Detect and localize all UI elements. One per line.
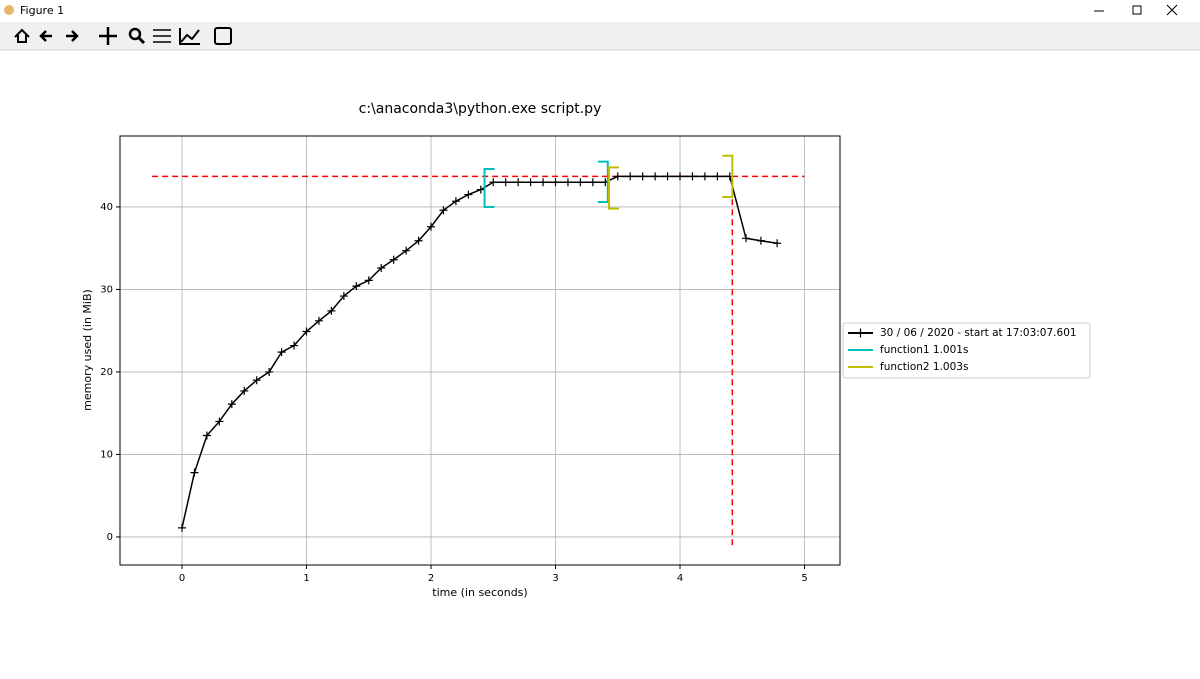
point-marker — [265, 367, 274, 376]
point-marker — [588, 178, 597, 187]
back-button[interactable] — [39, 30, 52, 42]
plot: c:\anaconda3\python.exe script.py time (… — [81, 101, 601, 599]
function-end-bracket — [597, 160, 609, 203]
point-marker — [514, 178, 523, 187]
point-marker — [252, 376, 261, 385]
zoom-button[interactable] — [128, 27, 142, 41]
point-marker — [576, 178, 585, 187]
point-marker — [427, 222, 436, 231]
point-marker — [756, 236, 765, 245]
function-start-bracket — [608, 166, 620, 210]
point-marker — [476, 185, 485, 194]
point-marker — [713, 172, 722, 181]
point-marker — [539, 178, 548, 187]
point-marker — [451, 197, 460, 206]
point-marker — [290, 341, 299, 350]
y-tick-label: 10 — [100, 449, 113, 460]
x-axis-label: time (in seconds) — [432, 586, 527, 599]
point-marker — [302, 327, 311, 336]
point-marker — [364, 276, 373, 285]
point-marker — [626, 172, 635, 181]
point-marker — [773, 239, 782, 248]
chart-title: c:\anaconda3\python.exe script.py — [359, 101, 602, 117]
legend-box — [842, 322, 1091, 379]
save-button[interactable] — [214, 27, 232, 45]
point-marker — [377, 264, 386, 272]
point-marker — [314, 316, 323, 325]
x-tick-label: 1 — [303, 573, 309, 584]
point-marker — [227, 400, 236, 409]
y-tick-label: 0 — [107, 532, 113, 543]
point-marker — [551, 178, 560, 187]
x-tick-label: 5 — [801, 573, 807, 584]
close-button[interactable] — [1166, 4, 1178, 16]
restore-button[interactable] — [1132, 5, 1142, 15]
point-marker — [352, 282, 361, 291]
point-marker — [676, 172, 685, 181]
configure-button[interactable] — [153, 29, 171, 43]
y-axis-label: memory used (in MiB) — [81, 289, 94, 411]
point-marker — [240, 386, 249, 395]
point-marker — [613, 172, 622, 181]
plot-area — [120, 136, 840, 565]
legend-marker — [856, 328, 865, 338]
point-marker — [215, 417, 224, 426]
title-bar — [0, 0, 1200, 22]
legend-label: function2 1.003s — [880, 361, 968, 373]
window-title: Figure 1 — [20, 4, 64, 17]
y-tick-label: 20 — [100, 367, 113, 378]
x-tick-label: 4 — [677, 573, 683, 584]
x-tick-label: 2 — [428, 573, 434, 584]
zoom-handle — [137, 36, 146, 45]
point-marker — [526, 178, 535, 187]
point-marker — [489, 178, 498, 187]
x-tick-label: 0 — [179, 573, 185, 584]
point-marker — [202, 431, 211, 440]
point-marker — [178, 523, 187, 532]
point-marker — [439, 206, 448, 215]
point-marker — [339, 292, 348, 301]
function-start-bracket — [483, 168, 495, 208]
point-marker — [501, 178, 510, 187]
point-marker — [389, 255, 398, 264]
point-marker — [414, 236, 423, 245]
toolbar — [0, 22, 1200, 50]
point-marker — [663, 172, 672, 181]
axes-frame — [119, 135, 841, 566]
point-marker — [563, 178, 572, 187]
y-tick-label: 30 — [100, 284, 113, 295]
forward-button[interactable] — [66, 30, 79, 42]
legend-label: function1 1.001s — [880, 344, 968, 356]
point-marker — [651, 172, 660, 181]
pan-button[interactable] — [99, 27, 117, 45]
point-marker — [700, 172, 709, 181]
legend-label: 30 / 06 / 2020 - start at 17:03:07.601 — [880, 327, 1077, 339]
point-marker — [327, 306, 336, 315]
edit-axis-button[interactable] — [179, 28, 200, 45]
app-icon — [4, 5, 14, 15]
point-marker — [742, 234, 750, 243]
point-marker — [464, 190, 473, 199]
point-marker — [402, 246, 411, 255]
point-marker — [638, 172, 647, 181]
y-tick-label: 40 — [100, 202, 113, 213]
x-tick-label: 3 — [552, 573, 558, 584]
point-marker — [277, 348, 286, 357]
home-button[interactable] — [14, 28, 30, 43]
point-marker — [190, 468, 199, 477]
point-marker — [688, 172, 697, 181]
function-end-bracket — [722, 154, 734, 199]
